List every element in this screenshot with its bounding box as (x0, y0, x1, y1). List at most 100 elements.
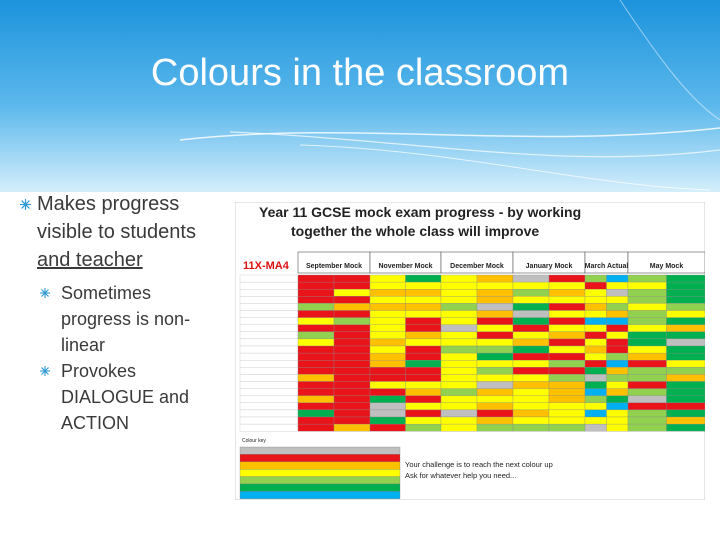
grade-cell (548, 388, 586, 396)
grade-cell (297, 345, 335, 354)
class-code: 11X-MA4 (243, 260, 290, 272)
grade-cell (584, 296, 607, 304)
grade-cell (627, 338, 667, 347)
grade-cell (666, 409, 705, 418)
grade-cell (666, 360, 705, 368)
grade-cell (584, 310, 607, 318)
grade-cell (440, 345, 478, 354)
grade-cell (512, 388, 550, 396)
name-cell (239, 360, 299, 368)
grade-cell (627, 331, 667, 340)
grade-cell (512, 402, 550, 411)
grade-cell (476, 374, 514, 382)
name-cell (239, 281, 299, 290)
grade-cell (476, 324, 514, 332)
bullet-list: Makes progress visible to students and t… (20, 190, 225, 436)
grade-cell (548, 402, 586, 411)
grade-cell (584, 388, 607, 396)
grade-cell (627, 374, 667, 382)
grade-cell (405, 289, 442, 297)
grade-cell (333, 296, 371, 304)
grade-cell (548, 303, 586, 311)
name-cell (239, 331, 299, 340)
grade-cell (369, 374, 406, 382)
grade-cell (606, 310, 629, 318)
bullet-text: Makes progress visible to students (37, 193, 196, 243)
grade-cell (548, 395, 586, 403)
grade-cell (405, 360, 442, 368)
grade-cell (297, 395, 335, 403)
grade-cell (627, 289, 667, 297)
grade-cell (476, 296, 514, 304)
grade-cell (548, 409, 586, 418)
column-header: March Actual (585, 263, 629, 270)
grade-cell (584, 331, 607, 340)
grade-cell (440, 374, 478, 382)
grade-cell (333, 289, 371, 297)
grade-cell (476, 317, 514, 325)
grade-cell (627, 402, 667, 411)
grade-cell (512, 352, 550, 361)
grade-cell (333, 310, 371, 318)
grade-cell (297, 352, 335, 361)
grade-cell (476, 416, 514, 425)
grade-cell (666, 423, 705, 432)
grade-cell (297, 310, 335, 318)
grade-cell (606, 388, 629, 396)
grade-cell (476, 381, 514, 389)
grade-cell (476, 423, 514, 432)
grade-cell (440, 402, 478, 411)
grade-cell (297, 281, 335, 290)
name-cell (239, 395, 299, 403)
grade-cell (584, 324, 607, 332)
grade-cell (512, 338, 550, 347)
grade-cell (606, 338, 629, 347)
column-header: December Mock (450, 263, 504, 270)
grade-cell (440, 423, 478, 432)
grade-cell (666, 395, 705, 403)
grade-cell (297, 296, 335, 304)
grade-cell (666, 331, 705, 340)
grade-cell (512, 360, 550, 368)
grade-cell (512, 296, 550, 304)
grade-cell (297, 331, 335, 340)
legend-swatch (239, 461, 401, 470)
grade-cell (666, 274, 705, 283)
grade-cell (297, 423, 335, 432)
name-cell (239, 416, 299, 425)
grade-cell (476, 310, 514, 318)
name-cell (239, 352, 299, 361)
grade-cell (297, 360, 335, 368)
grade-cell (666, 381, 705, 389)
grade-cell (369, 402, 406, 411)
grade-cell (627, 388, 667, 396)
grade-cell (333, 281, 371, 290)
grade-cell (606, 374, 629, 382)
grade-cell (476, 402, 514, 411)
grade-cell (333, 303, 371, 311)
name-cell (239, 423, 299, 432)
grade-cell (627, 352, 667, 361)
grade-cell (512, 409, 550, 418)
grade-cell (548, 423, 586, 432)
grade-cell (440, 324, 478, 332)
grade-cell (548, 274, 586, 283)
grade-cell (440, 310, 478, 318)
grade-cell (548, 381, 586, 389)
grade-cell (512, 289, 550, 297)
grade-cell (476, 331, 514, 340)
grade-cell (584, 402, 607, 411)
grade-cell (476, 367, 514, 375)
grade-cell (548, 367, 586, 375)
grade-cell (584, 423, 607, 432)
grade-cell (606, 317, 629, 325)
grade-cell (606, 352, 629, 361)
spreadsheet-image: Year 11 GCSE mock exam progress - by wor… (235, 202, 705, 500)
grade-cell (297, 289, 335, 297)
grade-cell (512, 345, 550, 354)
grade-cell (548, 296, 586, 304)
grade-cell (440, 388, 478, 396)
grade-cell (369, 388, 406, 396)
grade-cell (440, 409, 478, 418)
name-cell (239, 303, 299, 311)
